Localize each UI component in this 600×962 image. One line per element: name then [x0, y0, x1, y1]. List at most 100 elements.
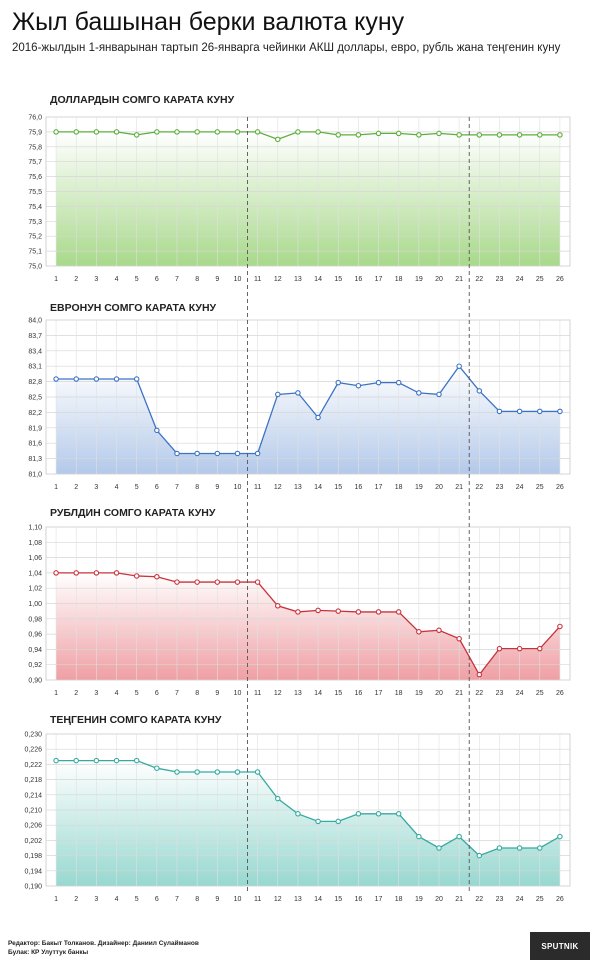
y-tick-label: 81,3	[28, 456, 42, 463]
y-tick-label: 0,218	[24, 777, 42, 784]
x-tick-label: 8	[195, 690, 199, 697]
data-point	[275, 136, 281, 143]
data-point	[234, 769, 241, 775]
data-point	[73, 570, 79, 576]
data-point	[315, 818, 321, 825]
chart-title: ЕВРОНУН СОМГО КАРАТА КУНУ	[50, 302, 217, 314]
x-tick-label: 25	[536, 690, 544, 697]
series-area	[56, 366, 560, 474]
x-tick-label: 24	[516, 896, 524, 903]
data-point	[476, 852, 483, 859]
y-tick-label: 0,214	[24, 792, 42, 799]
x-tick-label: 16	[354, 276, 362, 283]
chart-title: ТЕҢГЕНИН СОМГО КАРАТА КУНУ	[50, 714, 222, 726]
x-tick-label: 23	[496, 690, 504, 697]
x-tick-label: 20	[435, 276, 443, 283]
x-tick-label: 13	[294, 896, 302, 903]
x-tick-label: 20	[435, 484, 443, 491]
chart-title: ДОЛЛАРДЫН СОМГО КАРАТА КУНУ	[50, 94, 235, 106]
x-tick-label: 20	[435, 690, 443, 697]
x-tick-label: 8	[195, 484, 199, 491]
data-point	[194, 450, 200, 457]
x-tick-label: 16	[354, 690, 362, 697]
data-point	[315, 129, 321, 135]
data-point	[375, 130, 382, 137]
y-tick-label: 1,10	[28, 525, 42, 532]
x-tick-label: 26	[556, 690, 564, 697]
x-tick-label: 17	[375, 484, 383, 491]
data-point	[496, 132, 503, 138]
data-point	[93, 570, 100, 576]
y-tick-label: 75,6	[28, 174, 42, 181]
x-tick-label: 23	[496, 896, 504, 903]
x-tick-label: 4	[115, 690, 119, 697]
data-point	[355, 382, 362, 389]
x-tick-label: 15	[334, 690, 342, 697]
data-point	[93, 757, 100, 764]
x-tick-label: 26	[556, 276, 564, 283]
data-point	[416, 132, 422, 138]
y-tick-label: 0,92	[28, 662, 42, 669]
x-tick-label: 8	[195, 896, 199, 903]
data-point	[113, 570, 120, 576]
data-point	[154, 427, 160, 434]
data-point	[194, 129, 200, 135]
y-tick-label: 81,0	[28, 472, 42, 479]
data-point	[133, 132, 140, 138]
x-tick-label: 17	[375, 276, 383, 283]
data-point	[476, 132, 483, 138]
x-tick-label: 10	[234, 484, 242, 491]
x-tick-label: 11	[254, 896, 261, 903]
data-point	[295, 129, 301, 135]
x-tick-label: 12	[274, 690, 282, 697]
y-tick-label: 0,98	[28, 616, 42, 623]
data-point	[315, 414, 321, 421]
series-line	[56, 131, 560, 141]
y-tick-label: 75,3	[28, 219, 42, 226]
data-point	[496, 845, 503, 851]
data-point	[557, 833, 563, 840]
data-point	[416, 833, 422, 840]
x-tick-label: 2	[74, 690, 78, 697]
data-point	[395, 811, 402, 817]
x-tick-label: 1	[54, 276, 58, 283]
x-tick-label: 14	[314, 690, 322, 697]
data-point	[456, 635, 462, 642]
x-tick-label: 5	[135, 896, 139, 903]
data-point	[275, 795, 281, 802]
y-tick-label: 1,00	[28, 601, 42, 608]
y-tick-label: 75,9	[28, 129, 42, 136]
y-tick-label: 82,5	[28, 395, 42, 402]
x-tick-label: 22	[475, 484, 483, 491]
data-point	[557, 132, 563, 138]
x-tick-label: 19	[415, 276, 423, 283]
data-point	[335, 608, 341, 614]
x-tick-label: 6	[155, 484, 159, 491]
y-tick-label: 81,9	[28, 425, 42, 432]
data-point	[557, 623, 563, 630]
x-tick-label: 18	[395, 896, 403, 903]
sputnik-logo: SPUTNIK	[530, 932, 590, 960]
data-point	[355, 132, 362, 138]
data-point	[456, 833, 462, 840]
data-point	[254, 450, 261, 457]
data-point	[214, 450, 221, 457]
data-point	[214, 769, 221, 775]
x-tick-label: 7	[175, 276, 179, 283]
x-tick-label: 12	[274, 896, 282, 903]
y-tick-label: 83,4	[28, 348, 42, 355]
x-tick-label: 9	[215, 896, 219, 903]
data-point	[194, 769, 200, 775]
y-tick-label: 83,7	[28, 333, 42, 340]
x-tick-label: 26	[556, 896, 564, 903]
data-point	[154, 765, 160, 771]
y-tick-label: 0,226	[24, 747, 42, 754]
x-tick-label: 25	[536, 276, 544, 283]
data-point	[194, 579, 200, 585]
y-tick-label: 75,7	[28, 159, 42, 166]
x-tick-label: 19	[415, 690, 423, 697]
data-point	[113, 376, 120, 382]
data-point	[496, 408, 503, 415]
x-tick-label: 17	[375, 896, 383, 903]
data-point	[436, 391, 442, 398]
